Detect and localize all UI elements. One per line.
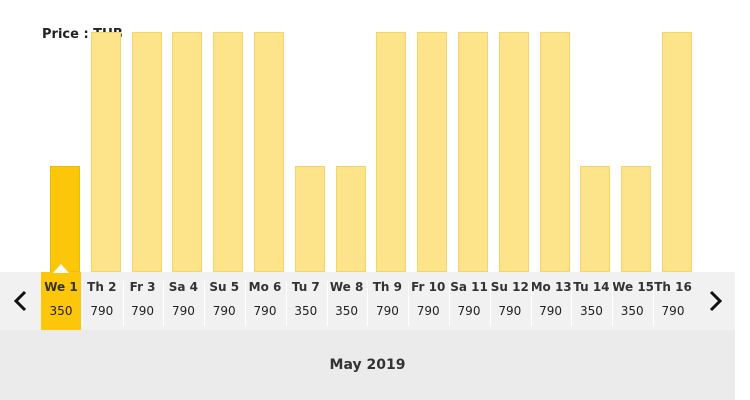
chevron-left-icon xyxy=(13,290,26,312)
day-price: 350 xyxy=(49,304,73,318)
day-label: Mo 6 xyxy=(248,280,282,294)
day-label: Tu 14 xyxy=(573,280,610,294)
day-separator xyxy=(367,281,368,326)
day-price: 790 xyxy=(171,304,195,318)
day-price: 790 xyxy=(539,304,563,318)
day-cell[interactable]: Fr 3 790 xyxy=(123,272,163,330)
day-label: Tu 7 xyxy=(291,280,320,294)
day-label: Sa 11 xyxy=(450,280,488,294)
price-bar[interactable] xyxy=(294,166,325,272)
day-label: Sa 4 xyxy=(168,280,199,294)
day-separator xyxy=(327,281,328,326)
day-separator xyxy=(449,281,450,326)
day-price: 790 xyxy=(375,304,399,318)
day-cell[interactable]: Sa 4 790 xyxy=(163,272,203,330)
day-label: Su 5 xyxy=(209,280,240,294)
price-bar[interactable] xyxy=(50,166,80,272)
day-label: Fr 3 xyxy=(129,280,156,294)
price-bar-chart xyxy=(50,32,692,272)
price-bar[interactable] xyxy=(131,32,162,272)
day-label: Th 9 xyxy=(372,280,403,294)
day-cell[interactable]: Th 9 790 xyxy=(367,272,407,330)
month-bar: May 2019 xyxy=(0,330,735,400)
day-separator xyxy=(653,281,654,326)
day-cell[interactable]: Su 12 790 xyxy=(490,272,530,330)
day-separator xyxy=(82,281,83,326)
day-cell[interactable]: We 15 350 xyxy=(612,272,655,330)
day-separator xyxy=(245,281,246,326)
day-cell[interactable]: Tu 7 350 xyxy=(286,272,326,330)
day-cell[interactable]: Fr 10 790 xyxy=(408,272,448,330)
price-bar[interactable] xyxy=(213,32,244,272)
month-label: May 2019 xyxy=(329,357,406,373)
day-price: 350 xyxy=(335,304,359,318)
price-bar[interactable] xyxy=(580,166,611,272)
previous-dates-button[interactable] xyxy=(0,272,41,330)
day-cell[interactable]: Su 5 790 xyxy=(204,272,244,330)
day-separator xyxy=(408,281,409,326)
day-separator xyxy=(286,281,287,326)
day-label: Mo 13 xyxy=(530,280,572,294)
day-separator xyxy=(123,281,124,326)
day-separator xyxy=(204,281,205,326)
price-bar[interactable] xyxy=(498,32,529,272)
day-separator xyxy=(490,281,491,326)
price-bar[interactable] xyxy=(254,32,284,272)
day-price: 790 xyxy=(457,304,481,318)
day-cell[interactable]: Th 16 790 xyxy=(653,272,693,330)
day-label: We 1 xyxy=(44,280,78,294)
price-bar[interactable] xyxy=(335,166,366,272)
price-bar[interactable] xyxy=(376,32,407,272)
day-cell[interactable]: We 8 350 xyxy=(327,272,367,330)
day-price: 350 xyxy=(620,304,644,318)
day-price: 350 xyxy=(579,304,603,318)
day-label: Fr 10 xyxy=(411,280,446,294)
day-cell[interactable]: Th 2 790 xyxy=(82,272,122,330)
day-cell[interactable]: Mo 13 790 xyxy=(530,272,572,330)
day-label: We 8 xyxy=(329,280,364,294)
day-separator xyxy=(612,281,613,326)
day-label: Th 2 xyxy=(87,280,117,294)
day-price: 790 xyxy=(131,304,155,318)
day-separator xyxy=(163,281,164,326)
day-cell[interactable]: Sa 11 790 xyxy=(449,272,489,330)
day-cell-selected[interactable]: We 1 350 xyxy=(41,261,81,330)
day-price: 790 xyxy=(90,304,114,318)
day-price: 790 xyxy=(212,304,236,318)
day-label: We 15 xyxy=(612,280,655,294)
day-separator xyxy=(571,281,572,326)
price-bar[interactable] xyxy=(621,166,652,272)
price-bar[interactable] xyxy=(90,32,121,272)
day-cell[interactable]: Tu 14 350 xyxy=(571,272,611,330)
day-separator xyxy=(531,281,532,326)
day-price: 790 xyxy=(661,304,685,318)
chevron-right-icon xyxy=(709,290,722,312)
price-bar[interactable] xyxy=(172,32,203,272)
day-cell[interactable]: Mo 6 790 xyxy=(245,272,285,330)
price-bar[interactable] xyxy=(458,32,488,272)
day-label: Su 12 xyxy=(490,280,529,294)
price-bar[interactable] xyxy=(662,32,692,272)
day-price: 790 xyxy=(416,304,440,318)
price-bar[interactable] xyxy=(539,32,570,272)
day-price: 790 xyxy=(498,304,522,318)
day-price: 790 xyxy=(253,304,277,318)
day-price: 350 xyxy=(294,304,318,318)
next-dates-button[interactable] xyxy=(694,272,735,330)
price-bar[interactable] xyxy=(417,32,448,272)
day-label: Th 16 xyxy=(654,280,692,294)
